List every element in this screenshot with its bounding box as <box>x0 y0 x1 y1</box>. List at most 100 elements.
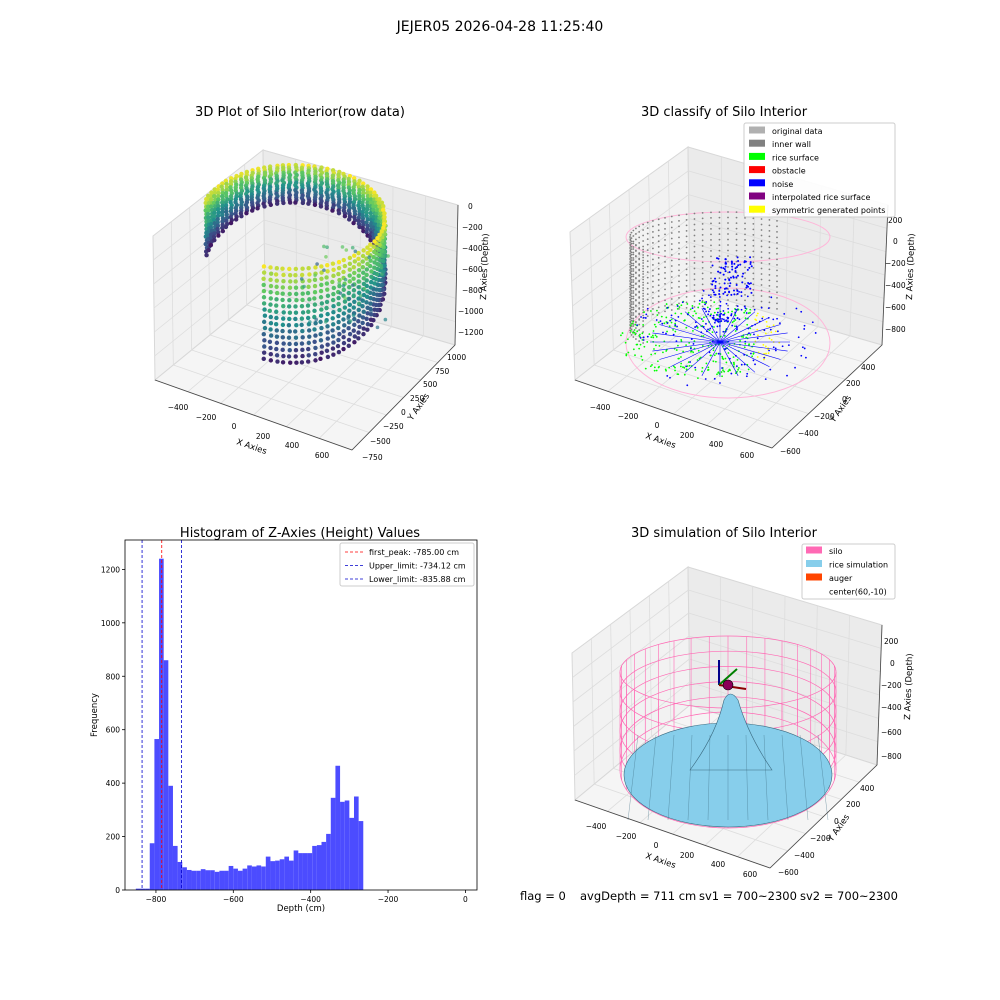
inner-wall-point <box>744 255 746 258</box>
gridline <box>688 635 880 696</box>
data-point <box>306 201 311 206</box>
inner-wall-point <box>629 310 632 313</box>
rice-surface-point <box>662 351 664 354</box>
inner-wall-point <box>652 242 654 244</box>
rice-surface-point <box>685 368 688 371</box>
data-point <box>288 360 293 365</box>
data-point <box>319 282 324 288</box>
inner-wall-point <box>693 300 696 303</box>
x-tick-label: −600 <box>223 895 244 904</box>
data-point <box>239 213 244 219</box>
data-point <box>352 270 357 276</box>
data-point <box>293 316 298 322</box>
rice-surface-point <box>744 342 747 345</box>
rice-surface-point <box>703 316 705 319</box>
z-tick: −1200 <box>458 328 484 337</box>
noise-point <box>712 291 715 294</box>
rice-surface-point <box>663 322 666 325</box>
data-point <box>341 340 347 346</box>
inner-wall-point <box>760 289 763 292</box>
inner-wall-point <box>632 314 635 316</box>
inner-wall-point <box>642 306 645 308</box>
inner-wall-point <box>664 216 666 219</box>
data-point <box>305 315 311 321</box>
inner-wall-point <box>735 227 738 230</box>
data-point <box>318 331 323 337</box>
data-point <box>351 288 357 293</box>
rice-surface-point <box>713 354 716 357</box>
data-point <box>341 346 346 352</box>
data-point <box>287 200 293 205</box>
data-point <box>347 261 353 267</box>
inner-wall-point <box>642 289 645 292</box>
gridline <box>688 589 882 649</box>
inner-wall-point <box>664 277 666 280</box>
data-point <box>359 297 363 301</box>
y-tick-label: 200 <box>106 833 121 842</box>
noise-point <box>764 378 767 381</box>
inner-wall-point <box>638 323 641 326</box>
inner-wall-point <box>638 231 641 233</box>
noise-point <box>783 313 786 315</box>
data-point <box>319 270 324 275</box>
inner-wall-point <box>646 254 649 257</box>
data-point <box>274 278 279 283</box>
noise-ray <box>719 341 781 360</box>
rice-surface-point <box>747 312 750 315</box>
data-point <box>368 312 374 317</box>
data-point <box>220 206 225 212</box>
inner-wall-point <box>678 219 680 222</box>
data-point <box>368 247 373 253</box>
inner-wall-point <box>744 282 746 285</box>
data-point <box>337 277 342 283</box>
data-point <box>365 245 370 250</box>
data-point <box>318 313 324 318</box>
data-point <box>346 290 352 296</box>
data-point <box>368 258 373 263</box>
data-point <box>215 216 220 222</box>
inner-wall-point <box>638 340 641 342</box>
inner-wall-point <box>642 262 645 264</box>
inner-wall-point <box>629 269 631 271</box>
rice-surface-point <box>653 369 656 372</box>
noise-point <box>733 293 736 296</box>
gridline <box>673 317 787 415</box>
inner-wall-point <box>632 253 635 256</box>
gridline <box>689 265 884 323</box>
inner-wall-point <box>735 216 738 219</box>
inner-wall-point <box>646 315 649 318</box>
data-point <box>286 335 292 340</box>
data-point <box>273 272 279 277</box>
inner-wall-point <box>652 220 654 222</box>
rice-surface-point <box>701 345 704 347</box>
inner-wall-point <box>744 244 746 247</box>
inner-wall-point <box>652 253 654 255</box>
data-point <box>307 278 312 283</box>
footer-status: flag = 0 avgDepth = 711 cm sv1 = 700~230… <box>520 889 898 903</box>
inner-wall-point <box>768 251 771 254</box>
noise-point <box>746 295 749 298</box>
data-point <box>361 326 366 331</box>
data-point <box>224 184 230 190</box>
panel4-z-axis <box>876 624 883 766</box>
inner-wall-point <box>760 229 763 231</box>
noise-point <box>795 307 798 310</box>
data-point <box>261 288 267 294</box>
data-point <box>300 347 305 353</box>
noise-point <box>781 345 784 348</box>
histogram-bar <box>261 866 266 890</box>
inner-wall-point <box>752 228 755 231</box>
legend-label: rice surface <box>772 153 819 162</box>
inner-wall-point <box>693 229 696 231</box>
data-point <box>261 270 267 275</box>
noise-point <box>640 316 642 318</box>
rice-surface-point <box>641 359 644 361</box>
data-point <box>341 311 347 316</box>
noise-point <box>642 339 645 341</box>
inner-wall-point <box>727 277 729 279</box>
noise-point <box>770 296 773 299</box>
noise-point <box>719 300 722 303</box>
inner-wall-point <box>718 260 721 263</box>
y-tick: −200 <box>814 412 835 421</box>
data-point <box>371 204 376 209</box>
